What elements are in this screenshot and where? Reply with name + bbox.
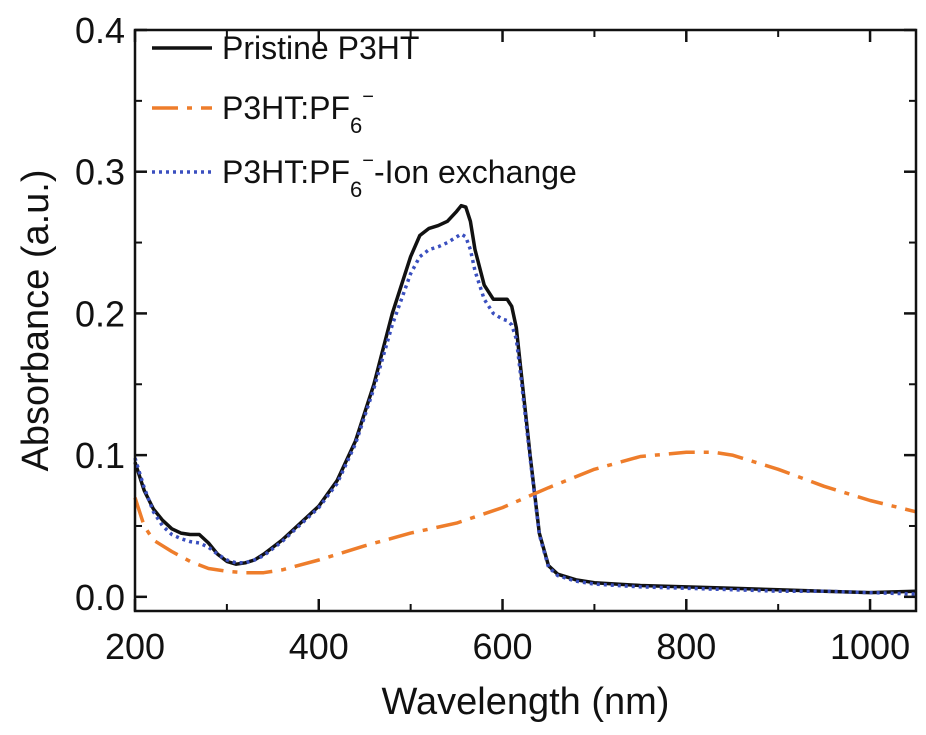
x-tick-label: 400 — [289, 626, 349, 667]
x-tick-label: 200 — [105, 626, 165, 667]
y-tick-label: 0.0 — [75, 577, 125, 618]
x-tick-label: 1000 — [830, 626, 910, 667]
series-line-2 — [133, 450, 917, 575]
series-line-3 — [133, 232, 917, 596]
legend-label-3: P3HT:PF6−-Ion exchange — [222, 150, 577, 202]
x-axis-title: Wavelength (nm) — [382, 681, 670, 723]
y-tick-label: 0.3 — [75, 152, 125, 193]
legend-label-2: P3HT:PF6− — [222, 86, 374, 138]
axes-group: 200 400 600 800 1000 0.0 0.1 0.2 0.3 0.4 — [75, 10, 916, 667]
x-tick-label: 600 — [472, 626, 532, 667]
y-tick-label: 0.4 — [75, 10, 125, 51]
series-line-1 — [133, 203, 917, 595]
legend-label-1: Pristine P3HT — [222, 30, 419, 66]
legend: Pristine P3HT P3HT:PF6− P3HT:PF6−-Ion exch… — [152, 30, 577, 202]
y-tick-label: 0.1 — [75, 435, 125, 476]
plot-frame — [133, 28, 918, 613]
series-group — [133, 203, 917, 596]
x-tick-label: 800 — [656, 626, 716, 667]
y-tick-label: 0.2 — [75, 293, 125, 334]
y-axis-title: Absorbance (a.u.) — [15, 169, 57, 471]
